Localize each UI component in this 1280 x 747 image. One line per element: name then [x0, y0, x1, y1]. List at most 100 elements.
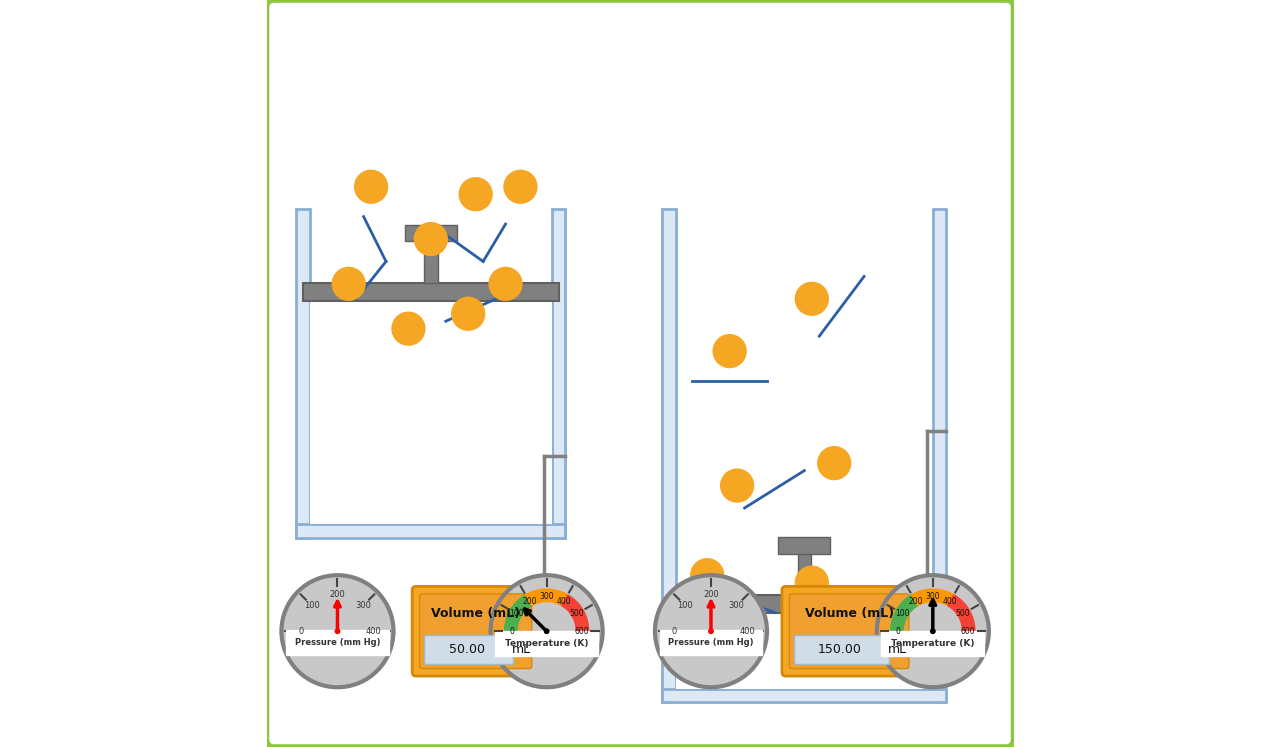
Polygon shape: [928, 589, 932, 601]
Polygon shape: [558, 593, 566, 605]
Circle shape: [504, 170, 536, 203]
Circle shape: [931, 629, 936, 633]
Polygon shape: [522, 596, 530, 607]
Polygon shape: [961, 619, 973, 624]
FancyBboxPatch shape: [933, 209, 946, 702]
Polygon shape: [568, 603, 580, 613]
FancyBboxPatch shape: [495, 630, 598, 657]
Text: Temperature (K): Temperature (K): [504, 639, 589, 648]
Polygon shape: [940, 590, 943, 603]
Polygon shape: [956, 605, 966, 614]
Polygon shape: [957, 607, 968, 615]
Text: 200: 200: [522, 597, 536, 606]
Polygon shape: [897, 607, 909, 615]
FancyBboxPatch shape: [790, 594, 909, 669]
Polygon shape: [567, 600, 576, 610]
Polygon shape: [936, 589, 940, 602]
FancyBboxPatch shape: [663, 689, 946, 702]
Circle shape: [795, 566, 828, 599]
Polygon shape: [895, 612, 906, 619]
Polygon shape: [955, 603, 965, 613]
Circle shape: [713, 335, 746, 368]
Polygon shape: [576, 622, 588, 627]
Polygon shape: [893, 616, 905, 622]
Polygon shape: [954, 601, 964, 611]
Polygon shape: [511, 608, 522, 616]
Polygon shape: [572, 610, 584, 618]
Polygon shape: [896, 610, 908, 618]
Polygon shape: [892, 620, 904, 625]
Text: 600: 600: [960, 627, 975, 636]
Polygon shape: [963, 629, 975, 631]
Polygon shape: [576, 624, 589, 628]
Text: 300: 300: [728, 601, 745, 610]
Polygon shape: [922, 590, 927, 603]
Polygon shape: [544, 589, 547, 601]
Polygon shape: [564, 597, 573, 608]
Polygon shape: [934, 589, 937, 601]
Polygon shape: [506, 622, 517, 627]
Polygon shape: [508, 612, 520, 619]
FancyBboxPatch shape: [663, 209, 676, 702]
Polygon shape: [918, 592, 924, 604]
Polygon shape: [943, 592, 950, 604]
Polygon shape: [563, 596, 571, 607]
FancyBboxPatch shape: [287, 630, 389, 654]
FancyBboxPatch shape: [297, 524, 566, 538]
Polygon shape: [920, 591, 925, 603]
Polygon shape: [504, 624, 517, 628]
Circle shape: [335, 629, 339, 633]
Polygon shape: [963, 624, 974, 628]
FancyBboxPatch shape: [297, 209, 310, 538]
Polygon shape: [518, 598, 527, 609]
Polygon shape: [504, 629, 517, 631]
Polygon shape: [517, 600, 527, 610]
Polygon shape: [911, 594, 919, 606]
Polygon shape: [906, 597, 915, 608]
Text: 400: 400: [366, 627, 381, 636]
Polygon shape: [914, 593, 920, 605]
Circle shape: [795, 282, 828, 315]
FancyBboxPatch shape: [659, 630, 763, 654]
Text: 50.00: 50.00: [449, 642, 485, 656]
Polygon shape: [506, 620, 518, 625]
Text: 600: 600: [573, 627, 589, 636]
Circle shape: [452, 297, 485, 330]
Text: 200: 200: [703, 590, 719, 599]
Polygon shape: [549, 589, 553, 602]
Polygon shape: [570, 605, 581, 614]
Text: 300: 300: [925, 592, 940, 601]
Text: 400: 400: [943, 597, 957, 606]
Circle shape: [489, 267, 522, 300]
Text: 200: 200: [329, 590, 346, 599]
Polygon shape: [905, 598, 914, 609]
Polygon shape: [901, 601, 911, 611]
FancyBboxPatch shape: [420, 594, 531, 669]
Polygon shape: [554, 591, 559, 603]
FancyBboxPatch shape: [404, 225, 457, 241]
Text: Volume (mL): Volume (mL): [431, 607, 520, 620]
Polygon shape: [524, 595, 531, 607]
Text: 300: 300: [356, 601, 371, 610]
Polygon shape: [547, 589, 549, 601]
Polygon shape: [575, 619, 588, 624]
Circle shape: [691, 559, 723, 592]
Polygon shape: [910, 595, 918, 607]
Circle shape: [877, 575, 989, 687]
Polygon shape: [536, 590, 540, 603]
Circle shape: [460, 178, 492, 211]
Polygon shape: [557, 592, 563, 604]
Polygon shape: [556, 592, 562, 604]
Text: 200: 200: [909, 597, 923, 606]
FancyBboxPatch shape: [310, 301, 552, 524]
Polygon shape: [561, 594, 567, 606]
Polygon shape: [963, 627, 975, 630]
Polygon shape: [540, 589, 544, 602]
Circle shape: [818, 447, 851, 480]
Polygon shape: [526, 594, 534, 606]
FancyBboxPatch shape: [676, 613, 933, 689]
Polygon shape: [575, 616, 586, 622]
Circle shape: [415, 223, 447, 255]
Polygon shape: [567, 601, 577, 611]
Circle shape: [544, 629, 549, 633]
